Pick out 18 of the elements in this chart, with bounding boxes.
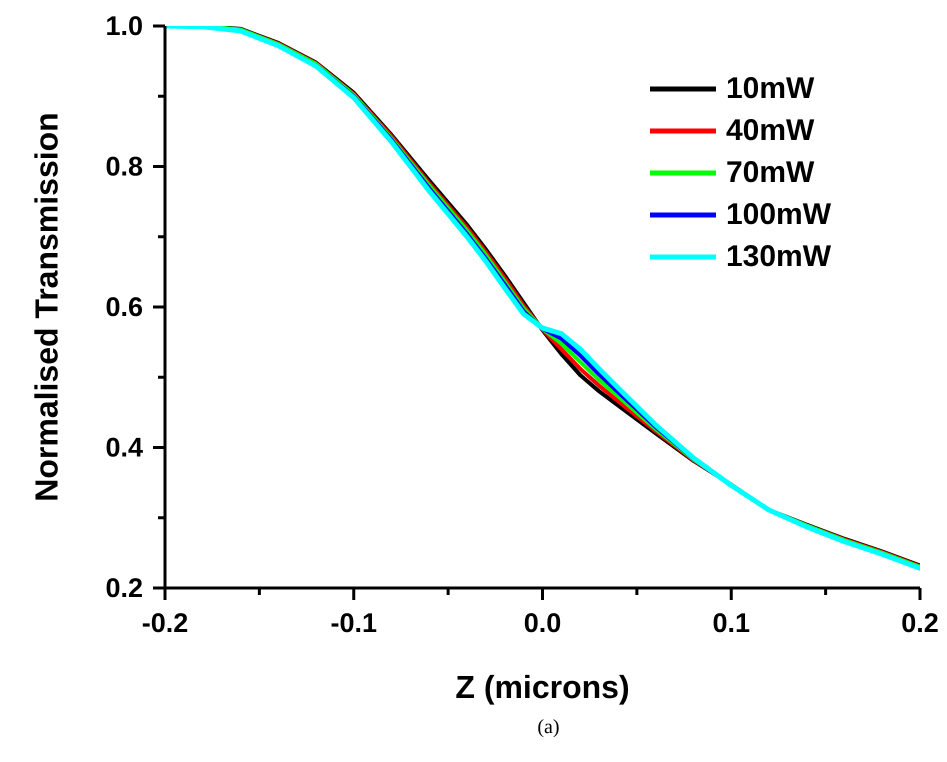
y-tick-label: 0.8: [105, 152, 143, 182]
y-tick-label: 0.6: [105, 292, 143, 322]
legend-label: 100mW: [726, 198, 832, 232]
text: (a): [536, 716, 561, 739]
legend-label: 130mW: [726, 240, 832, 274]
x-tick-label: 0.2: [901, 608, 939, 638]
y-tick-label: 0.4: [105, 432, 143, 462]
x-tick-label: 0.0: [524, 608, 562, 638]
y-tick-label: 0.2: [105, 573, 143, 603]
x-tick-label: 0.1: [712, 608, 750, 638]
x-tick-label: -0.1: [330, 608, 378, 638]
legend-label: 10mW: [726, 72, 814, 106]
x-tick-label: -0.2: [142, 608, 188, 638]
y-tick-label: 1.0: [105, 11, 143, 41]
y-axis-title: Normalised Transmission: [28, 112, 64, 502]
legend-label: 70mW: [726, 156, 814, 190]
legend-label: 40mW: [726, 114, 814, 148]
x-axis-title: Z (microns): [455, 669, 630, 705]
